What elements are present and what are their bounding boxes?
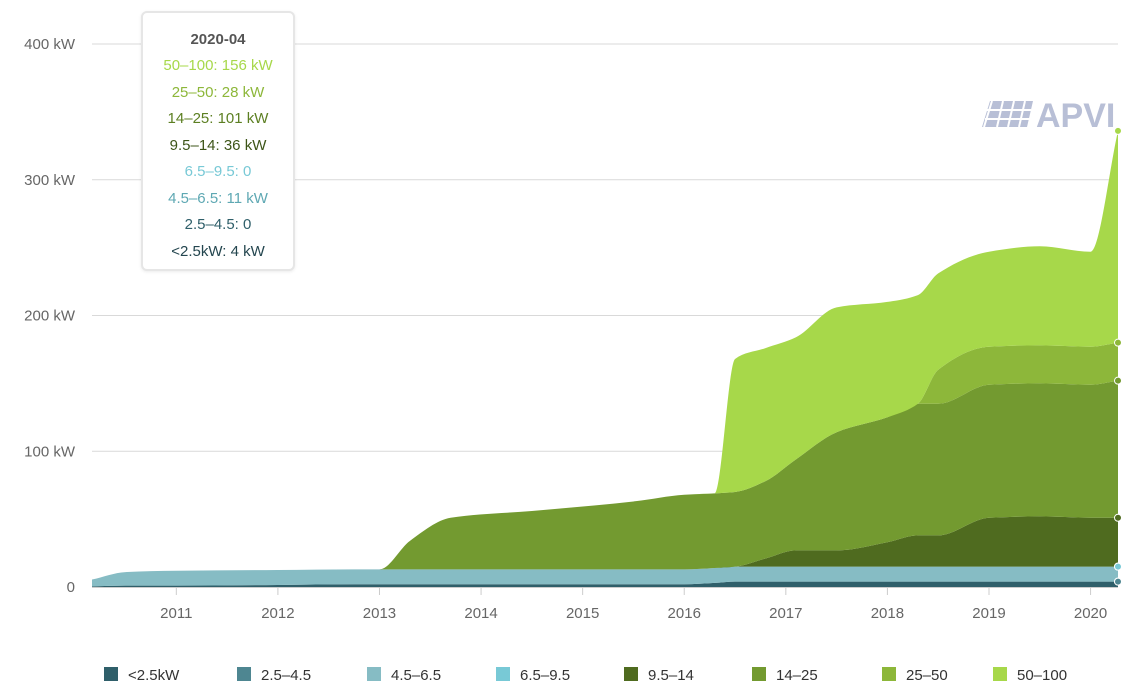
tooltip-row: 6.5–9.5: 0 [184,163,252,180]
legend-swatch [752,667,766,681]
y-tick-label: 300 kW [24,172,76,189]
legend-item-4-5-6-5[interactable]: 4.5–6.5 [367,667,441,684]
y-tick-label: 100 kW [24,443,76,460]
area-4-5-6-5 [92,566,1118,587]
y-axis-tick-labels: 0 100 kW 200 kW 300 kW 400 kW [24,36,76,596]
legend-label: <2.5kW [128,667,180,684]
legend-label: 50–100 [1017,667,1067,684]
legend-label: 9.5–14 [648,667,694,684]
legend-label: 2.5–4.5 [261,667,311,684]
legend-item-9-5-14[interactable]: 9.5–14 [624,667,694,684]
marker-9-5-14[interactable] [1114,513,1122,522]
x-tick-label: 2018 [871,605,904,622]
x-tick-label: 2020 [1074,605,1107,622]
legend-swatch [104,667,118,681]
legend-swatch [496,667,510,681]
area-25-50 [92,342,1118,580]
legend-item-2-5kw[interactable]: <2.5kW [104,667,180,684]
tooltip-rows: 50–100: 156 kW 25–50: 28 kW 14–25: 101 kW 9… [143,53,293,265]
tooltip-row: 4.5–6.5: 11 kW [168,189,268,207]
legend-label: 25–50 [906,667,948,684]
legend: <2.5kW 2.5–4.5 4.5–6.5 6.5–9.5 9.5–14 14–25 25… [104,667,1067,684]
legend-label: 6.5–9.5 [520,667,570,684]
legend-swatch [882,667,896,681]
legend-item-6-5-9-5[interactable]: 6.5–9.5 [496,667,570,684]
tooltip-row: 50–100: 156 kW [163,57,273,74]
legend-item-25-50[interactable]: 25–50 [882,667,948,684]
series-end-markers [1114,126,1122,586]
tooltip-row: <2.5kW: 4 kW [171,242,265,260]
x-tick-label: 2015 [566,605,599,622]
legend-label: 4.5–6.5 [391,667,441,684]
x-tick-label: 2017 [769,605,802,622]
marker-14-25[interactable] [1114,376,1122,385]
x-tick-label: 2012 [261,605,294,622]
y-tick-label: 0 [67,579,75,596]
apvi-logo: APVI [982,97,1115,135]
area-9-5-14 [92,516,1118,580]
legend-swatch [237,667,251,681]
marker-25-50[interactable] [1114,338,1122,347]
area-14-25 [92,380,1118,580]
legend-item-14-25[interactable]: 14–25 [752,667,818,684]
tooltip-row: 2.5–4.5: 0 [184,216,252,233]
legend-swatch [993,667,1007,681]
series-areas [92,130,1118,587]
legend-label: 14–25 [776,667,818,684]
tooltip: 2020-04 50–100: 156 kW 25–50: 28 kW 14–25:… [141,11,295,271]
x-tick-label: 2013 [363,605,396,622]
x-axis: 2011 2012 2013 2014 2015 2016 2017 2018 2019 2020 [92,587,1118,622]
legend-item-2-5-4-5[interactable]: 2.5–4.5 [237,667,311,684]
legend-swatch [367,667,381,681]
tooltip-title: 2020-04 [190,31,246,48]
y-tick-label: 200 kW [24,308,76,325]
legend-swatch [624,667,638,681]
area-50-100 [92,130,1118,580]
tooltip-row: 25–50: 28 kW [171,83,265,101]
tooltip-row: 9.5–14: 36 kW [169,136,267,154]
x-tick-label: 2016 [668,605,701,622]
area-2-5kw [92,581,1118,587]
legend-item-50-100[interactable]: 50–100 [993,667,1067,684]
x-tick-label: 2011 [160,605,192,622]
x-tick-label: 2019 [972,605,1005,622]
marker-50-100[interactable] [1114,126,1122,135]
marker-2-5-4-5[interactable] [1114,577,1122,586]
x-tick-label: 2014 [464,605,497,622]
logo-text: APVI [1036,97,1115,135]
y-tick-label: 400 kW [24,36,76,53]
tooltip-row: 14–25: 101 kW [167,110,269,127]
solar-panel-icon [982,100,1033,128]
marker-6-5-9-5[interactable] [1114,562,1122,571]
